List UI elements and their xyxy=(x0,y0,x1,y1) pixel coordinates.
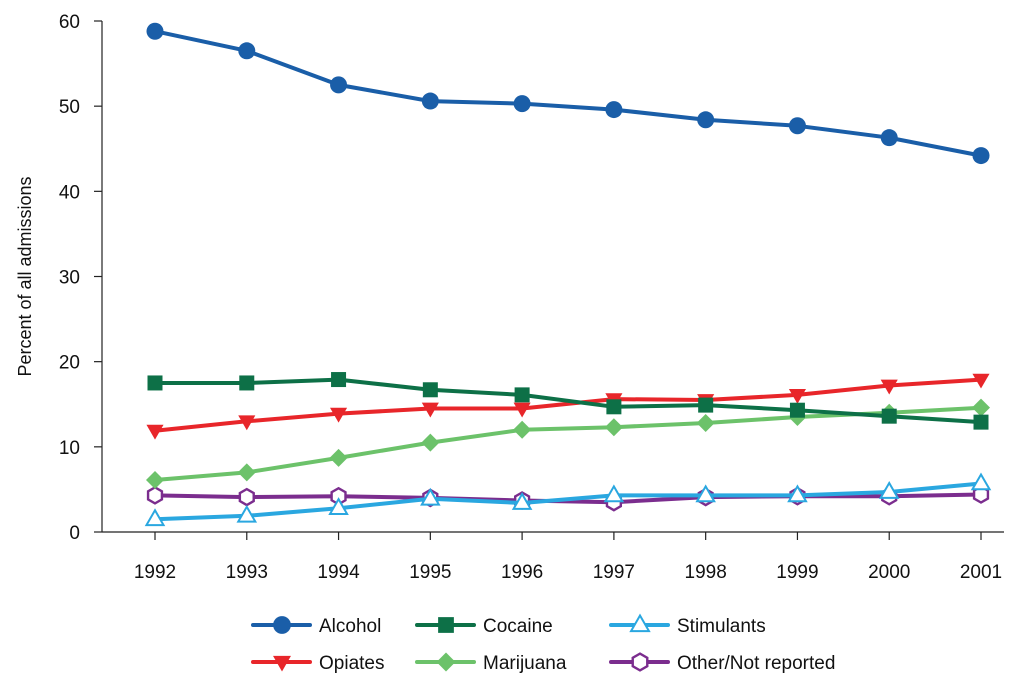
legend-marker xyxy=(631,652,649,672)
legend-label: Marijuana xyxy=(483,653,567,674)
data-point-alcohol xyxy=(513,95,531,113)
data-point-opiates xyxy=(513,402,531,418)
y-tick-label: 0 xyxy=(69,523,80,544)
data-point-opiates xyxy=(788,389,806,404)
data-point-opiates xyxy=(880,379,898,395)
data-point-cocaine xyxy=(147,375,163,391)
legend-label: Opiates xyxy=(319,653,384,674)
series-stimulants xyxy=(144,472,992,527)
data-point-alcohol xyxy=(697,111,715,129)
data-point-alcohol xyxy=(880,129,898,147)
data-point-cocaine xyxy=(422,382,438,398)
x-tick-label: 1997 xyxy=(593,562,635,583)
legend: Alcohol Cocaine Stimulants Opiates Marijuana… xyxy=(251,613,835,674)
legend-item-stimulants: Stimulants xyxy=(609,613,766,637)
series-cocaine xyxy=(147,372,989,430)
data-point-cocaine xyxy=(789,402,805,418)
data-point-alcohol xyxy=(330,76,348,94)
data-point-other-not-reported xyxy=(972,485,990,504)
data-point-opiates xyxy=(330,407,348,423)
x-tick-label: 2000 xyxy=(868,562,910,583)
data-point-marijuana xyxy=(237,463,256,482)
data-point-stimulants xyxy=(878,480,900,499)
data-point-marijuana xyxy=(513,420,532,439)
series-line-other-not-reported xyxy=(153,492,983,505)
legend-marker xyxy=(438,617,454,633)
legend-item-cocaine: Cocaine xyxy=(415,616,553,637)
data-point-marijuana xyxy=(146,471,164,490)
data-point-opiates xyxy=(972,373,990,389)
data-point-marijuana xyxy=(421,433,440,452)
data-point-cocaine xyxy=(881,408,897,424)
data-point-opiates xyxy=(238,415,256,431)
legend-item-marijuana: Marijuana xyxy=(415,652,567,674)
legend-label: Cocaine xyxy=(483,616,553,637)
data-point-stimulants xyxy=(511,492,533,510)
x-tick-label: 1998 xyxy=(685,562,727,583)
data-point-marijuana xyxy=(696,413,715,432)
data-point-marijuana xyxy=(972,398,990,417)
x-tick-label: 1992 xyxy=(134,562,176,583)
legend-label: Stimulants xyxy=(677,616,766,637)
x-tick-label: 1995 xyxy=(409,562,451,583)
data-point-other-not-reported xyxy=(146,485,164,505)
x-tick-label: 1999 xyxy=(776,562,818,583)
series-line-alcohol xyxy=(153,29,983,158)
data-point-cocaine xyxy=(698,397,714,413)
data-point-cocaine xyxy=(331,372,347,388)
legend-label: Other/Not reported xyxy=(677,653,835,674)
x-tick-label: 1996 xyxy=(501,562,543,583)
data-point-cocaine xyxy=(239,375,255,391)
data-point-cocaine xyxy=(514,387,530,403)
data-point-marijuana xyxy=(329,448,348,467)
series-line-stimulants xyxy=(153,481,983,522)
legend-marker xyxy=(273,655,291,672)
data-point-stimulants xyxy=(328,497,349,516)
y-tick-label: 30 xyxy=(59,268,80,289)
data-point-alcohol xyxy=(972,147,990,165)
data-point-stimulants xyxy=(144,508,166,527)
y-tick-label: 60 xyxy=(59,12,80,33)
axes: 0 10 20 30 40 50 60 1992 1993 1994 1995 1996 1997 199… xyxy=(15,12,1004,583)
data-point-stimulants xyxy=(970,472,992,491)
y-tick-label: 50 xyxy=(59,97,80,118)
legend-marker xyxy=(273,616,291,634)
data-point-cocaine xyxy=(973,414,989,430)
data-point-alcohol xyxy=(788,117,806,135)
data-point-alcohol xyxy=(421,92,439,110)
data-point-opiates xyxy=(421,402,439,418)
data-point-stimulants xyxy=(695,484,716,503)
x-tick-label: 1993 xyxy=(226,562,268,583)
legend-label: Alcohol xyxy=(319,616,381,637)
data-point-opiates xyxy=(146,424,164,440)
data-point-stimulants xyxy=(787,484,808,503)
x-tick-label: 1994 xyxy=(317,562,360,583)
data-point-stimulants xyxy=(603,484,625,503)
data-point-alcohol xyxy=(605,101,623,119)
legend-item-opiates: Opiates xyxy=(251,653,384,674)
x-tick-label: 2001 xyxy=(960,562,1002,583)
data-point-stimulants xyxy=(420,487,441,506)
data-point-alcohol xyxy=(146,22,164,40)
data-point-marijuana xyxy=(604,418,623,437)
legend-item-alcohol: Alcohol xyxy=(251,616,381,637)
series-alcohol xyxy=(146,22,990,165)
series-line-opiates xyxy=(153,377,983,433)
series-line-cocaine xyxy=(153,377,983,425)
data-point-other-not-reported xyxy=(238,487,255,507)
y-tick-label: 20 xyxy=(59,353,80,374)
legend-item-other-not-reported: Other/Not reported xyxy=(609,652,835,674)
data-point-cocaine xyxy=(606,399,622,415)
legend-marker xyxy=(629,613,651,633)
y-tick-label: 40 xyxy=(59,182,80,203)
series-marijuana xyxy=(146,398,990,490)
series-layer xyxy=(144,22,992,527)
data-point-alcohol xyxy=(238,42,256,60)
y-axis-title: Percent of all admissions xyxy=(15,176,35,376)
y-tick-label: 10 xyxy=(59,438,80,459)
legend-marker xyxy=(436,652,456,672)
data-point-stimulants xyxy=(236,504,258,523)
